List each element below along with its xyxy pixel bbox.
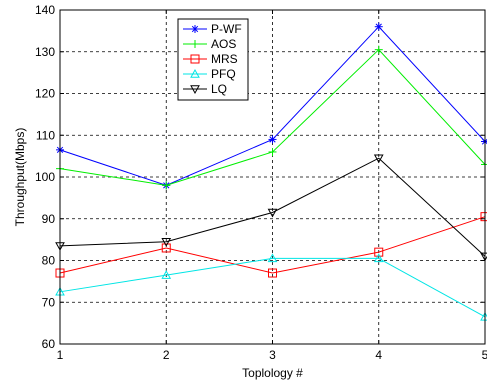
legend-marker	[190, 54, 200, 64]
series-line-pfq	[59, 257, 486, 318]
legend-entry-aos: AOS	[183, 37, 236, 51]
data-point-mrs	[374, 247, 384, 257]
y-axis-title: Throughput(Mbps)	[13, 128, 27, 227]
data-point-pfq	[373, 253, 384, 263]
legend-entry-mrs: MRS	[183, 52, 238, 66]
asterisk-stroke	[269, 136, 276, 143]
series-line-mrs	[59, 216, 486, 274]
data-point-aos	[374, 45, 383, 54]
data-point-mrs	[268, 268, 277, 278]
legend-label: LQ	[211, 82, 227, 96]
y-tick-label: 80	[42, 254, 56, 268]
data-point-aos	[162, 181, 171, 190]
data-point-lq	[267, 208, 278, 218]
legend-label: PFQ	[211, 67, 236, 81]
x-tick-label: 4	[375, 348, 382, 362]
asterisk-stroke	[191, 25, 199, 33]
data-point-p-wf	[374, 22, 383, 31]
legend-label: AOS	[211, 37, 236, 51]
legend-label: P-WF	[211, 22, 242, 36]
data-point-lq	[161, 238, 172, 247]
asterisk-stroke	[375, 23, 382, 30]
legend-entry-lq: LQ	[183, 82, 227, 96]
data-point-aos	[268, 147, 277, 156]
legend-marker	[190, 85, 200, 95]
x-tick-label: 5	[482, 348, 487, 362]
legend-entry-p-wf: P-WF	[183, 22, 242, 36]
x-axis-title: Toplology #	[242, 366, 303, 380]
x-tick-label: 2	[163, 348, 170, 362]
data-point-lq	[373, 154, 384, 164]
y-tick-label: 130	[35, 45, 55, 59]
y-tick-label: 90	[42, 212, 56, 226]
x-tick-label: 1	[57, 348, 64, 362]
x-tick-label: 3	[269, 348, 276, 362]
y-tick-label: 110	[36, 128, 55, 142]
y-tick-label: 60	[42, 337, 56, 351]
legend-label: MRS	[211, 52, 238, 66]
axis-ticks: 1 2 3 4 5 60 70 80 90 100 110 120 130 140	[35, 3, 487, 362]
series-line-lq	[59, 157, 486, 257]
data-point-mrs	[161, 243, 171, 253]
data-point-pfq	[161, 270, 172, 279]
data-point-pfq	[267, 253, 278, 263]
legend-entry-pfq: PFQ	[183, 67, 236, 81]
legend-marker	[191, 40, 199, 48]
y-tick-label: 70	[42, 295, 56, 309]
grid-lines	[60, 10, 485, 344]
legend-marker	[191, 25, 199, 33]
legend-marker	[190, 68, 200, 78]
series-mrs	[55, 212, 487, 278]
y-tick-label: 100	[35, 170, 55, 184]
y-tick-label: 140	[35, 3, 55, 17]
y-tick-label: 120	[35, 87, 55, 101]
data-point-p-wf	[268, 135, 277, 144]
